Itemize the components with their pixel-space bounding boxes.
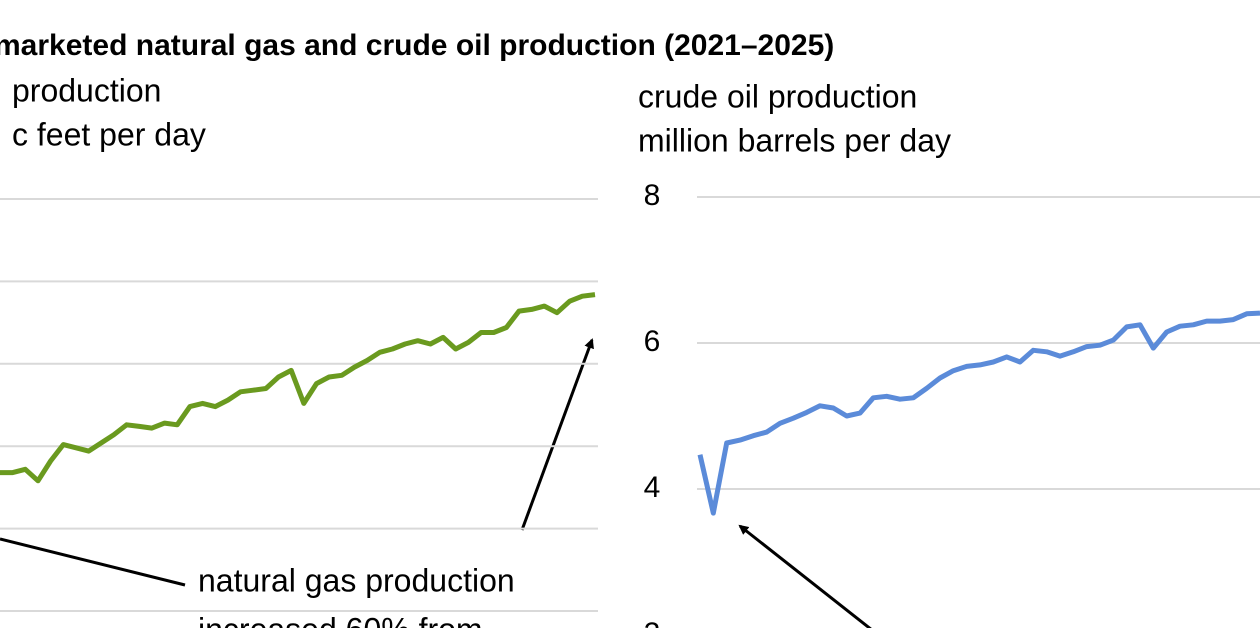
y-axis-label: crude oil production (638, 78, 917, 114)
annotation-arrow (738, 524, 872, 628)
annotation-arrow (520, 338, 594, 531)
chart-title: marketed natural gas and crude oil produ… (0, 29, 834, 62)
annotation-line (0, 537, 186, 587)
y-tick-label: 4 (644, 471, 661, 504)
y-tick-label: 6 (644, 325, 661, 358)
data-line (0, 292, 596, 484)
annotation: natural gas production (198, 562, 515, 598)
annotation: increased 60% from (198, 611, 483, 628)
y-axis-label: c feet per day (12, 116, 206, 152)
y-tick-label: 8 (644, 179, 661, 212)
y-tick-label: 2 (644, 617, 661, 628)
data-line (697, 310, 1260, 516)
y-axis-label: million barrels per day (638, 122, 951, 158)
y-axis-label: production (12, 72, 161, 108)
